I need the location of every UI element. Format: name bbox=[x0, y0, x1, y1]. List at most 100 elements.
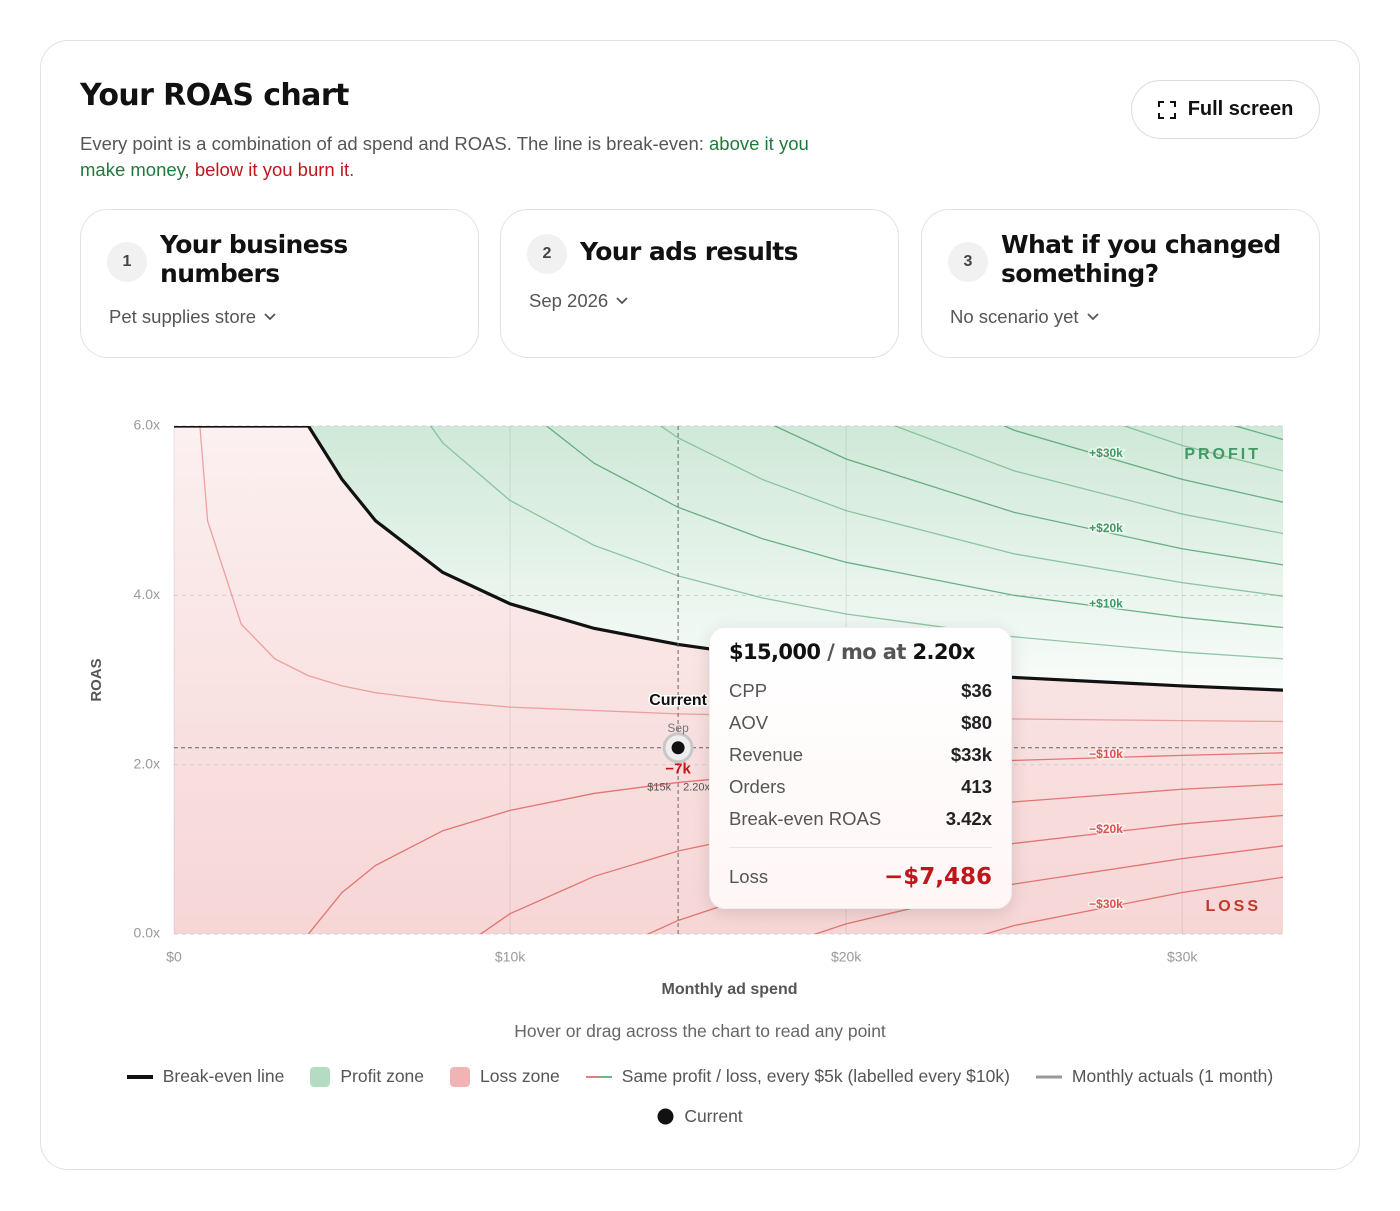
row-value: 413 bbox=[961, 776, 992, 797]
legend-label: Same profit / loss, every $5k (labelled … bbox=[621, 1066, 1010, 1086]
zone-label: PROFIT bbox=[1184, 446, 1261, 463]
result-value: −$7,486 bbox=[883, 864, 992, 890]
legend-swatch bbox=[657, 1108, 674, 1125]
profit-zone bbox=[174, 426, 1283, 691]
legend: Break-even line Profit zone Loss zone Sa… bbox=[0, 1066, 1400, 1087]
x-tick-label: $10k bbox=[495, 949, 526, 965]
row-label: Revenue bbox=[729, 744, 804, 765]
tooltip-spend: $15,000 bbox=[729, 640, 821, 664]
x-axis-title: Monthly ad spend bbox=[662, 981, 798, 998]
row-label: CPP bbox=[729, 680, 768, 701]
y-tick-label: 2.0x bbox=[134, 755, 160, 771]
select-value: Pet supplies store bbox=[109, 306, 257, 327]
current-month: Sep bbox=[667, 721, 689, 735]
current-point bbox=[671, 741, 685, 755]
y-tick-label: 4.0x bbox=[134, 586, 160, 602]
step-card[interactable]: 2 Your ads results Sep 2026 bbox=[500, 209, 899, 358]
description-text: . bbox=[349, 159, 355, 180]
y-tick-label: 6.0x bbox=[134, 417, 160, 433]
tooltip: $15,000 / mo at 2.20x CPP $36 AOV $80 Revenu… bbox=[709, 627, 1012, 909]
x-tick-label: $20k bbox=[831, 949, 862, 965]
row-value: $33k bbox=[950, 744, 992, 765]
contour-label: −$30k bbox=[1089, 897, 1123, 911]
contour-line bbox=[1122, 426, 1283, 472]
contour-label: +$20k bbox=[1089, 521, 1123, 535]
step-number: 1 bbox=[107, 242, 147, 282]
step-number: 2 bbox=[527, 234, 567, 274]
step-card[interactable]: 3 What if you changed something? No scen… bbox=[921, 209, 1320, 358]
contour-label: +$30k bbox=[1089, 446, 1123, 460]
chevron bbox=[1086, 313, 1099, 321]
contour-line bbox=[773, 426, 1283, 566]
result-label: Loss bbox=[729, 866, 769, 887]
step-select[interactable]: Sep 2026 bbox=[529, 290, 628, 312]
description-bad: below it you burn it bbox=[194, 159, 350, 180]
contour-line bbox=[307, 752, 1283, 934]
fullscreen-icon bbox=[1157, 100, 1176, 119]
description-good: above it you make money bbox=[80, 133, 809, 180]
row-value: 3.42x bbox=[945, 808, 992, 829]
step-select[interactable]: Pet supplies store bbox=[109, 306, 276, 328]
legend-swatch bbox=[585, 1075, 612, 1078]
button-label: Full screen bbox=[1187, 98, 1294, 120]
step-title: Your ads results bbox=[580, 237, 799, 266]
legend-item: Current bbox=[657, 1106, 743, 1127]
description-text: , bbox=[184, 159, 195, 180]
zone-label: LOSS bbox=[1205, 898, 1261, 915]
legend: Current bbox=[0, 1106, 1400, 1127]
legend-item: Profit zone bbox=[310, 1066, 424, 1087]
divider bbox=[729, 847, 992, 848]
panel bbox=[40, 40, 1360, 1170]
row-value: $36 bbox=[961, 680, 992, 701]
legend-item: Break-even line bbox=[126, 1066, 285, 1087]
tooltip-roas: 2.20x bbox=[912, 640, 976, 664]
description-text: Every point is a combination of ad spend… bbox=[80, 133, 710, 154]
fullscreen-button[interactable]: Full screen bbox=[1131, 80, 1320, 139]
select-value: Sep 2026 bbox=[529, 290, 609, 311]
contour-line bbox=[813, 845, 1283, 934]
current-delta: −7k bbox=[665, 761, 691, 778]
row-label: AOV bbox=[729, 712, 769, 733]
row-label: Orders bbox=[729, 776, 786, 797]
chevron bbox=[264, 313, 276, 321]
contour-line bbox=[893, 426, 1283, 535]
row-label: Break-even ROAS bbox=[729, 808, 882, 829]
tooltip-row: CPP $36 bbox=[729, 680, 992, 702]
tooltip-result: Loss −$7,486 bbox=[729, 864, 992, 890]
legend-label: Current bbox=[684, 1106, 743, 1126]
hint: Hover or drag across the chart to read a… bbox=[514, 1021, 886, 1041]
row-value: $80 bbox=[961, 712, 992, 733]
legend-swatch bbox=[310, 1066, 331, 1087]
current-label: Current bbox=[649, 692, 707, 709]
legend-label: Break-even line bbox=[162, 1066, 285, 1086]
chevron bbox=[616, 297, 628, 305]
legend-swatch bbox=[450, 1066, 471, 1087]
contour-label: −$10k bbox=[1089, 747, 1123, 761]
page-title: Your ROAS chart bbox=[80, 78, 349, 113]
contour-line bbox=[1003, 426, 1283, 503]
tooltip-row: AOV $80 bbox=[729, 712, 992, 734]
legend-label: Profit zone bbox=[340, 1066, 425, 1086]
description: Every point is a combination of ad spend… bbox=[80, 131, 820, 183]
contour-label: +$10k bbox=[1089, 596, 1123, 610]
step-title: Your business numbers bbox=[160, 230, 348, 288]
x-tick-label: $30k bbox=[1167, 949, 1198, 965]
contour-line bbox=[429, 426, 1283, 660]
tooltip-row: Orders 413 bbox=[729, 776, 992, 798]
legend-swatch bbox=[1035, 1075, 1062, 1078]
step-card[interactable]: 1 Your business numbers Pet supplies sto… bbox=[80, 209, 479, 358]
contour-line bbox=[1233, 426, 1283, 441]
step-title: What if you changed something? bbox=[1001, 230, 1281, 288]
contour-line bbox=[983, 876, 1283, 934]
legend-label: Loss zone bbox=[480, 1066, 560, 1086]
tooltip-row: Break-even ROAS 3.42x bbox=[729, 808, 992, 830]
crosshair-x-label: $15k bbox=[647, 782, 671, 794]
legend-label: Monthly actuals (1 month) bbox=[1071, 1066, 1274, 1086]
select-value: No scenario yet bbox=[950, 306, 1079, 327]
legend-item: Monthly actuals (1 month) bbox=[1035, 1066, 1274, 1087]
tooltip-title: $15,000 / mo at 2.20x bbox=[729, 640, 975, 664]
step-select[interactable]: No scenario yet bbox=[950, 306, 1099, 328]
tooltip-text: / mo at bbox=[820, 640, 913, 664]
contour-line bbox=[659, 426, 1283, 597]
